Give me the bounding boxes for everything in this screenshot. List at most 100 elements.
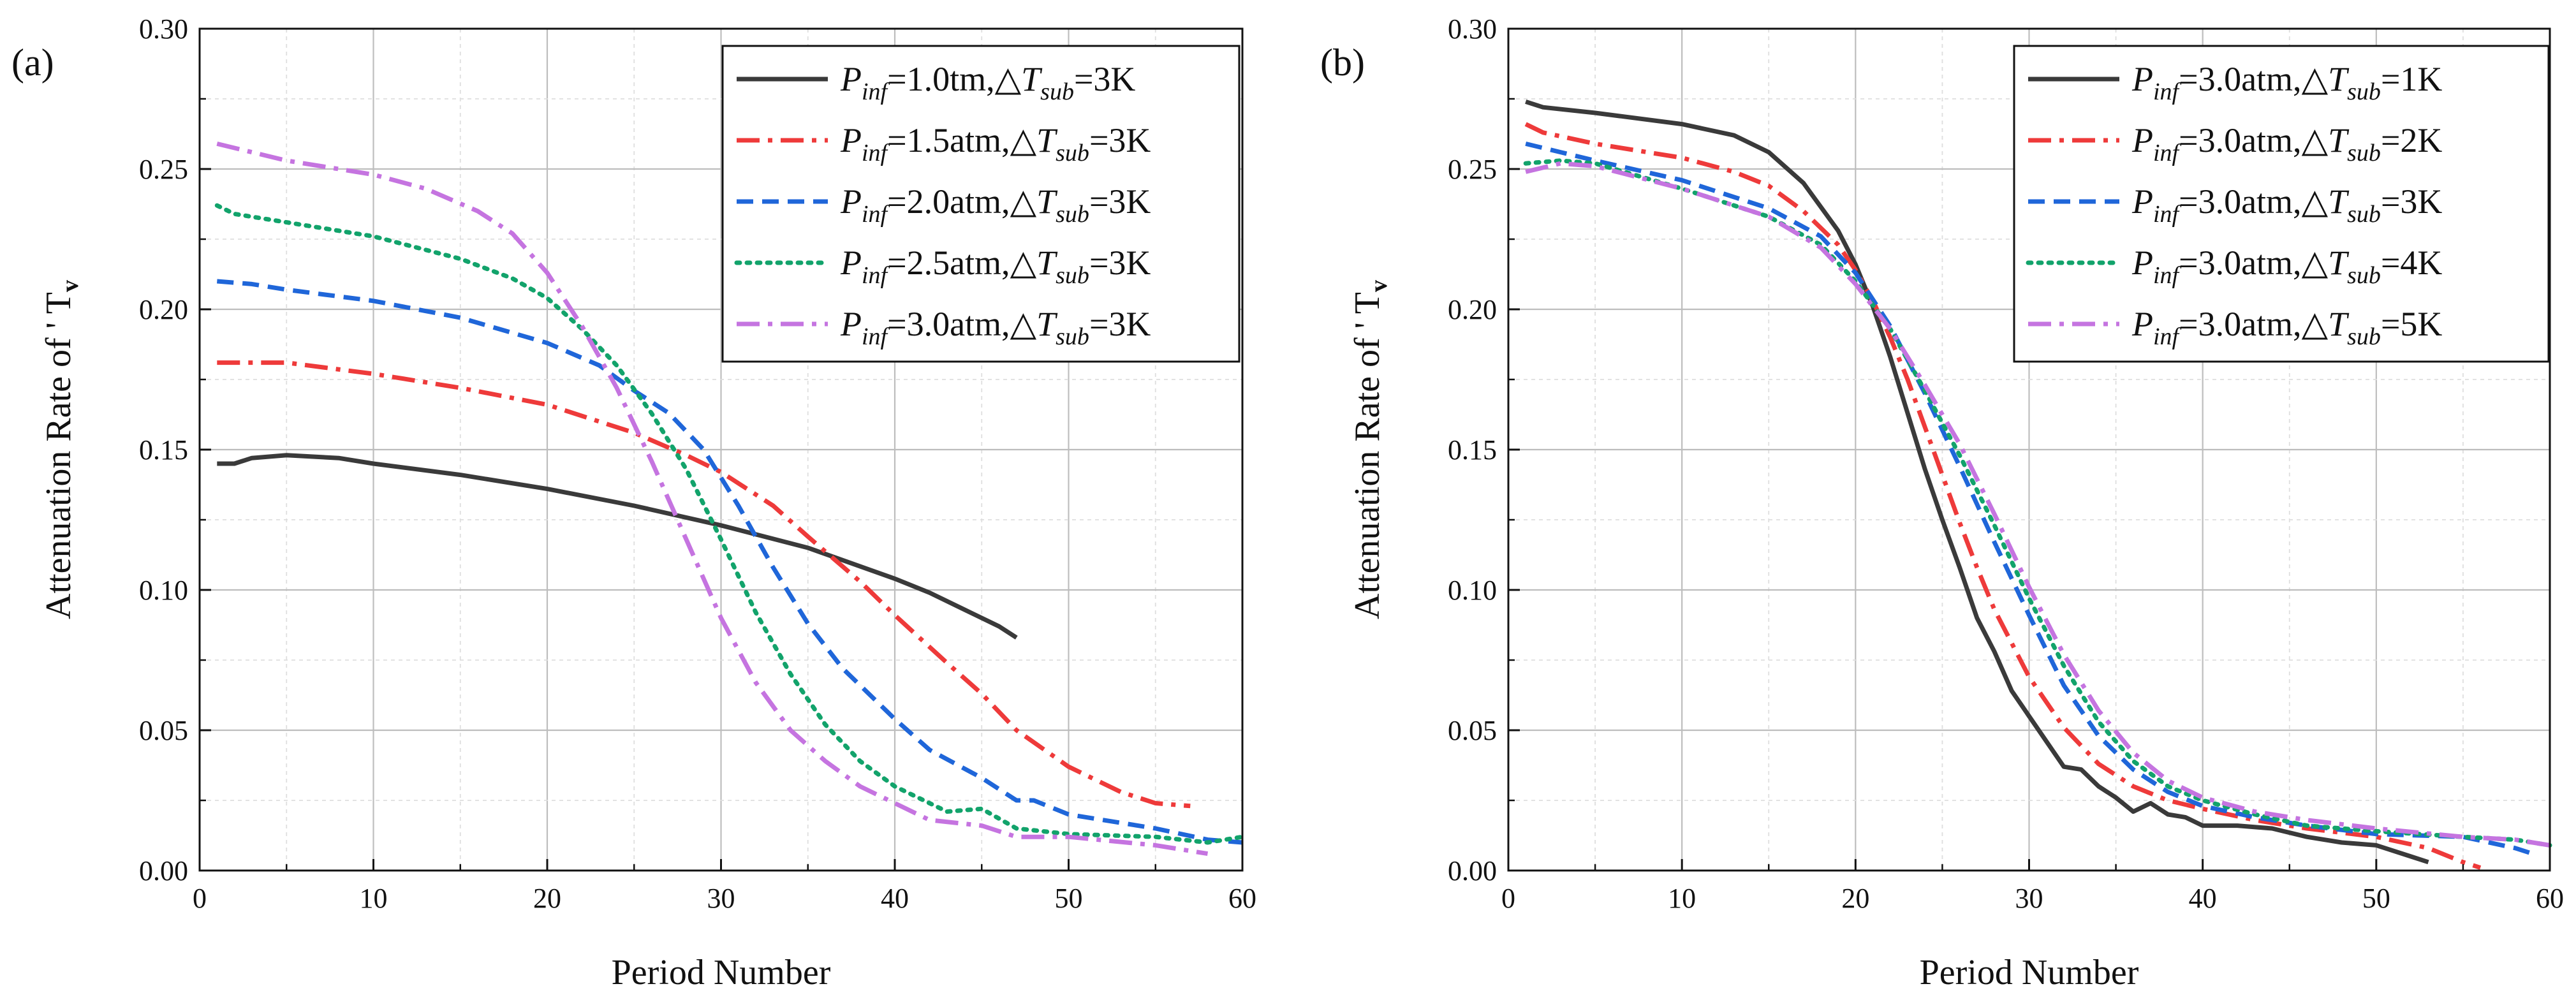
y-axis-label-subscript: v — [1365, 280, 1392, 292]
series-line-5 — [1525, 161, 2550, 848]
legend-t-symbol: T — [1036, 182, 1058, 221]
x-tick-label: 20 — [1841, 883, 1869, 914]
legend-p-subscript: inf — [862, 323, 890, 350]
legend-t-value: =5K — [2381, 305, 2442, 343]
legend-t-symbol: T — [2328, 305, 2350, 343]
legend-t-value: =1K — [2381, 60, 2442, 98]
legend-p-subscript: inf — [2153, 140, 2182, 166]
legend-t-subscript: sub — [2347, 323, 2381, 350]
x-tick-label: 20 — [533, 883, 561, 914]
ticks: 0 10 20 30 40 50 60 0.00 0.05 0.10 0.15 0.20 0.25 0.3… — [1448, 13, 2564, 914]
legend-t-subscript: sub — [1056, 140, 1089, 166]
y-tick-label: 0.05 — [1448, 715, 1497, 746]
series-line-2 — [217, 360, 1191, 809]
x-axis-label: Period Number — [1920, 953, 2139, 992]
legend-p-symbol: P — [2131, 182, 2153, 221]
x-tick-label: 50 — [1055, 883, 1083, 914]
legend-delta: △ — [1010, 121, 1037, 159]
legend-t-value: =2K — [2381, 121, 2442, 159]
x-tick-label: 40 — [2189, 883, 2217, 914]
legend-delta: △ — [2302, 305, 2329, 343]
x-tick-label: 0 — [1501, 883, 1515, 914]
legend-p-symbol: P — [840, 305, 862, 343]
legend-p-symbol: P — [2131, 60, 2153, 98]
legend-entry-4: Pinf=2.5atm,△Tsub=3K — [840, 244, 1151, 289]
legend-p-subscript: inf — [862, 262, 890, 289]
legend-p-value: =1.5atm, — [887, 121, 1010, 159]
series-line-1 — [217, 453, 1018, 640]
y-tick-label: 0.05 — [139, 715, 188, 746]
y-tick-label: 0.25 — [139, 154, 188, 185]
x-tick-label: 30 — [707, 883, 735, 914]
y-tick-label: 0.10 — [139, 575, 188, 606]
x-tick-label: 40 — [881, 883, 909, 914]
legend-p-subscript: inf — [2153, 201, 2182, 228]
series-group — [214, 141, 1245, 857]
y-tick-label: 0.20 — [1448, 294, 1497, 325]
legend-delta: △ — [2302, 244, 2329, 282]
legend-t-subscript: sub — [1056, 262, 1089, 289]
y-tick-label: 0.20 — [139, 294, 188, 325]
x-tick-label: 10 — [360, 883, 388, 914]
legend-p-value: =3.0atm, — [2179, 182, 2301, 221]
legend-delta: △ — [1010, 182, 1037, 221]
legend-p-value: =3.0atm, — [2179, 121, 2301, 159]
y-tick-label: 0.25 — [1448, 154, 1497, 185]
x-tick-label: 60 — [1228, 883, 1256, 914]
legend-t-value: =3K — [1089, 305, 1151, 343]
y-axis-label-main: Attenuation Rate of ' T — [39, 292, 78, 619]
legend-t-subscript: sub — [2347, 262, 2381, 289]
legend-p-symbol: P — [840, 182, 862, 221]
legend-box — [2013, 45, 2550, 363]
y-tick-label: 0.15 — [139, 434, 188, 466]
legend: Pinf=3.0atm,△Tsub=1KPinf=3.0atm,△Tsub=2K… — [2013, 45, 2550, 363]
legend-p-subscript: inf — [862, 201, 890, 228]
legend-entry-1: Pinf=1.0tm,△Tsub=3K — [840, 60, 1135, 105]
legend-t-symbol: T — [1036, 121, 1058, 159]
legend-t-value: =3K — [1089, 121, 1151, 159]
series-line-3 — [1525, 141, 2533, 856]
series-line-2 — [1524, 122, 2482, 870]
y-tick-label: 0.10 — [1448, 575, 1497, 606]
legend-delta: △ — [995, 60, 1022, 98]
legend-p-symbol: P — [2131, 244, 2153, 282]
legend-t-symbol: T — [2328, 182, 2350, 221]
y-axis-label: Attenuation Rate of ' Tv — [39, 280, 84, 619]
legend-t-value: =3K — [1089, 244, 1151, 282]
legend-p-subscript: inf — [2153, 262, 2182, 289]
legend-t-symbol: T — [2328, 60, 2350, 98]
legend-p-value: =3.0atm, — [2179, 60, 2301, 98]
legend-p-symbol: P — [840, 121, 862, 159]
legend-t-subscript: sub — [2347, 140, 2381, 166]
y-tick-label: 0.15 — [1448, 434, 1497, 466]
y-tick-label: 0.30 — [1448, 13, 1497, 45]
x-tick-label: 10 — [1668, 883, 1696, 914]
legend-t-subscript: sub — [1040, 78, 1074, 105]
legend-t-value: =3K — [1074, 60, 1135, 98]
legend-p-symbol: P — [840, 60, 862, 98]
legend-entry-3: Pinf=3.0atm,△Tsub=3K — [2131, 182, 2442, 228]
legend-t-symbol: T — [2328, 121, 2350, 159]
y-axis-label: Attenuation Rate of ' Tv — [1348, 280, 1392, 619]
legend-entry-1: Pinf=3.0atm,△Tsub=1K — [2131, 60, 2442, 105]
legend-t-subscript: sub — [1056, 201, 1089, 228]
x-tick-label: 50 — [2362, 883, 2390, 914]
legend-t-value: =4K — [2381, 244, 2442, 282]
legend-p-symbol: P — [2131, 305, 2153, 343]
x-axis-label: Period Number — [612, 953, 831, 992]
legend-entry-3: Pinf=2.0atm,△Tsub=3K — [840, 182, 1151, 228]
legend-entry-5: Pinf=3.0atm,△Tsub=5K — [2131, 305, 2442, 350]
legend: Pinf=1.0tm,△Tsub=3KPinf=1.5atm,△Tsub=3KP… — [721, 45, 1240, 363]
series-line-3 — [217, 279, 1243, 845]
legend-delta: △ — [1010, 244, 1037, 282]
legend-t-subscript: sub — [2347, 201, 2381, 228]
legend-p-subscript: inf — [2153, 323, 2182, 350]
ticks: 0 10 20 30 40 50 60 0.00 0.05 0.10 0.15 0.20 0.25 0.3… — [139, 13, 1256, 914]
series-line-1 — [1525, 99, 2429, 865]
legend-p-subscript: inf — [862, 140, 890, 166]
panel-label: (a) — [11, 41, 54, 84]
y-tick-label: 0.30 — [139, 13, 188, 45]
legend-t-symbol: T — [2328, 244, 2350, 282]
panel-label: (b) — [1320, 41, 1365, 84]
